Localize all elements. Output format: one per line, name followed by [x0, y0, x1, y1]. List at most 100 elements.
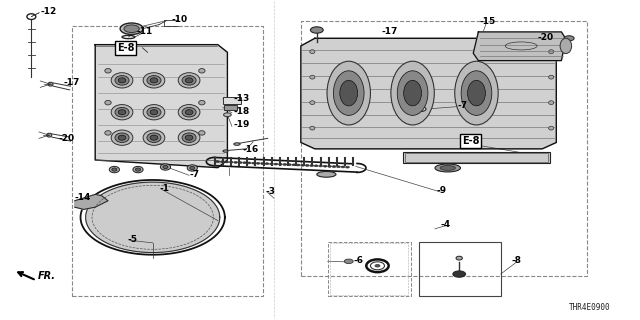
- Ellipse shape: [111, 105, 133, 120]
- Ellipse shape: [185, 110, 193, 115]
- Ellipse shape: [115, 76, 129, 85]
- Circle shape: [265, 163, 269, 165]
- Circle shape: [283, 164, 287, 165]
- Bar: [419, 242, 500, 296]
- Ellipse shape: [391, 61, 435, 125]
- Circle shape: [416, 107, 426, 112]
- Ellipse shape: [404, 80, 422, 106]
- Circle shape: [328, 165, 332, 167]
- Circle shape: [256, 162, 260, 164]
- Polygon shape: [301, 38, 556, 149]
- Text: -8: -8: [511, 256, 522, 265]
- Ellipse shape: [147, 108, 161, 117]
- Text: FR.: FR.: [38, 271, 56, 281]
- Circle shape: [220, 161, 224, 163]
- Circle shape: [223, 113, 231, 117]
- Ellipse shape: [548, 50, 554, 53]
- Circle shape: [305, 164, 309, 166]
- Ellipse shape: [310, 50, 315, 53]
- Circle shape: [278, 163, 282, 165]
- Text: -3: -3: [266, 187, 276, 196]
- Ellipse shape: [161, 164, 171, 170]
- Ellipse shape: [548, 75, 554, 79]
- Circle shape: [319, 165, 323, 167]
- Circle shape: [124, 25, 140, 33]
- Polygon shape: [75, 195, 108, 209]
- Polygon shape: [473, 32, 566, 60]
- Circle shape: [274, 163, 278, 165]
- Text: -10: -10: [172, 15, 188, 24]
- Circle shape: [238, 162, 242, 164]
- Ellipse shape: [178, 73, 200, 88]
- Circle shape: [252, 162, 255, 164]
- Circle shape: [120, 23, 143, 35]
- Ellipse shape: [118, 78, 126, 83]
- Circle shape: [310, 27, 323, 33]
- Circle shape: [337, 166, 340, 168]
- Ellipse shape: [189, 166, 195, 170]
- Bar: [330, 244, 408, 295]
- Text: -14: -14: [75, 193, 91, 202]
- Circle shape: [310, 165, 314, 167]
- Text: E-8: E-8: [462, 136, 479, 146]
- Text: -7: -7: [458, 101, 468, 110]
- Ellipse shape: [136, 168, 141, 171]
- Ellipse shape: [310, 75, 315, 79]
- Text: -1: -1: [159, 184, 169, 193]
- Text: -4: -4: [440, 220, 450, 229]
- Text: -20: -20: [58, 134, 74, 143]
- Ellipse shape: [198, 100, 205, 105]
- Ellipse shape: [185, 135, 193, 140]
- Ellipse shape: [234, 143, 240, 145]
- Ellipse shape: [48, 82, 53, 86]
- Ellipse shape: [182, 133, 196, 142]
- Circle shape: [564, 36, 574, 41]
- Text: -16: -16: [242, 145, 259, 154]
- Ellipse shape: [118, 110, 126, 115]
- Polygon shape: [86, 182, 220, 252]
- Ellipse shape: [461, 71, 492, 116]
- Bar: [403, 152, 550, 163]
- Circle shape: [243, 162, 246, 164]
- Ellipse shape: [317, 172, 336, 177]
- Ellipse shape: [133, 166, 143, 173]
- Ellipse shape: [163, 165, 168, 169]
- Ellipse shape: [109, 166, 120, 173]
- Text: -20: -20: [537, 33, 553, 42]
- Ellipse shape: [340, 80, 358, 106]
- Ellipse shape: [47, 133, 52, 137]
- Text: -18: -18: [234, 107, 250, 116]
- Ellipse shape: [455, 61, 498, 125]
- Circle shape: [269, 163, 273, 165]
- Circle shape: [287, 164, 291, 166]
- Ellipse shape: [111, 73, 133, 88]
- Circle shape: [216, 161, 220, 163]
- Polygon shape: [95, 45, 227, 168]
- Ellipse shape: [397, 71, 428, 116]
- Text: -17: -17: [63, 78, 79, 87]
- Ellipse shape: [560, 38, 572, 53]
- Bar: [301, 21, 587, 276]
- Ellipse shape: [456, 256, 463, 260]
- Text: -11: -11: [136, 27, 152, 36]
- Ellipse shape: [150, 78, 158, 83]
- Circle shape: [229, 161, 233, 163]
- Ellipse shape: [185, 78, 193, 83]
- Ellipse shape: [147, 133, 161, 142]
- Ellipse shape: [333, 71, 364, 116]
- Ellipse shape: [115, 133, 129, 142]
- Text: -9: -9: [436, 186, 446, 195]
- Ellipse shape: [548, 126, 554, 130]
- Ellipse shape: [440, 165, 456, 170]
- Circle shape: [247, 162, 251, 164]
- Ellipse shape: [143, 105, 165, 120]
- Ellipse shape: [198, 68, 205, 73]
- Ellipse shape: [150, 110, 158, 115]
- Ellipse shape: [310, 101, 315, 105]
- Ellipse shape: [198, 131, 205, 135]
- Circle shape: [234, 161, 237, 163]
- Circle shape: [346, 166, 349, 168]
- Ellipse shape: [115, 108, 129, 117]
- Text: -19: -19: [234, 120, 250, 130]
- Bar: [224, 105, 237, 110]
